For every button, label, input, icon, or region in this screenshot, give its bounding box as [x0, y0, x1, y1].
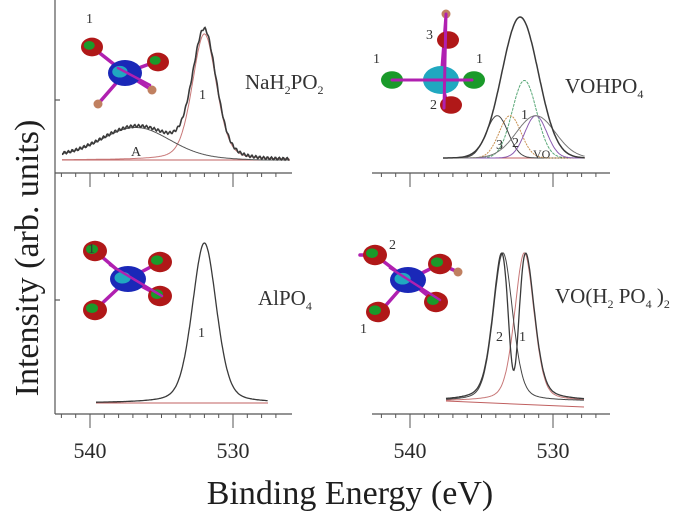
x-axis-label: Binding Energy (eV) [206, 475, 494, 512]
oxygen-atom [363, 244, 387, 266]
compound-label-alpo4: AlPO4 [258, 286, 312, 313]
oxygen-atom [83, 240, 107, 262]
component-label-1: 1 [521, 108, 528, 123]
component-label-1: 1 [199, 88, 206, 103]
molecule-site-label: 2 [389, 238, 396, 253]
molecule-site-label: 1 [88, 242, 95, 257]
compound-label-vohpo4: VOHPO4 [565, 74, 644, 101]
compound-label-vo-h2po4-2: VO(H2 PO4 )2 [555, 284, 670, 311]
component-label-a: A [131, 145, 142, 160]
tick-label-530-left: 530 [216, 438, 250, 463]
molecule-site-label: 1 [360, 322, 367, 337]
component-label-1: 1 [519, 330, 526, 345]
tick-label-540-left: 540 [73, 438, 107, 463]
tick-label-540-right: 540 [393, 438, 427, 463]
y-axis-label: Intensity (arb. units) [9, 119, 46, 397]
x-axis-ticks [60, 173, 597, 428]
oxygen-atom [81, 37, 103, 57]
tick-label-530-right: 530 [536, 438, 570, 463]
component-label-2: 2 [512, 136, 519, 151]
molecule-site-label: 2 [430, 98, 437, 113]
oxygen-atom [366, 301, 390, 323]
component-label-3: 3 [496, 138, 503, 153]
compound-label-nah2po2: NaH2PO2 [245, 70, 324, 97]
component-label-1: 1 [198, 326, 205, 341]
axes [54, 0, 610, 415]
oxygen-atom [424, 291, 448, 313]
molecule-site-label: 3 [426, 28, 433, 43]
molecule-diagrams [81, 9, 485, 323]
oxygen-atom [147, 52, 169, 72]
molecule-site-label: 1 [86, 12, 93, 27]
molecule-site-label: 1 [476, 52, 483, 67]
oxygen-atom [83, 299, 107, 321]
oxygen-atom [148, 251, 172, 273]
component-label-2: 2 [496, 330, 503, 345]
molecule-site-label: 1 [373, 52, 380, 67]
oxygen-atom [428, 253, 452, 275]
component-label-vo: VO [533, 147, 551, 161]
spectra [61, 16, 585, 408]
